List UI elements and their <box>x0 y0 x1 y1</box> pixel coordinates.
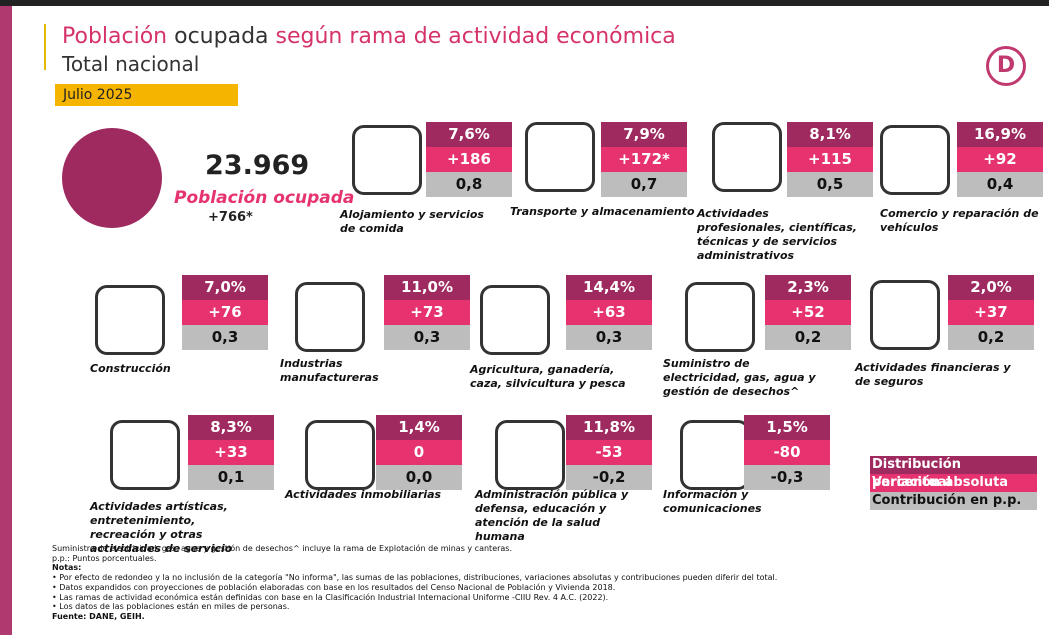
legend-item: Variación absoluta <box>870 474 1037 492</box>
sector-icon <box>305 420 375 490</box>
sector-name: Industrias manufactureras <box>280 357 440 385</box>
note-line: p.p.: Puntos porcentuales. <box>52 554 777 564</box>
sector-icon <box>352 125 422 195</box>
sector-contribution: 0,7 <box>601 172 687 197</box>
note-line: • Las ramas de actividad económica están… <box>52 593 777 603</box>
sector-icon <box>880 125 950 195</box>
title-part: Población <box>62 24 167 49</box>
sector-contribution: -0,2 <box>566 465 652 490</box>
sector-share: 7,6% <box>426 122 512 147</box>
sector-icon <box>295 282 365 352</box>
logo: D <box>986 46 1026 86</box>
sector-variation: +76 <box>182 300 268 325</box>
title: Población ocupada según rama de activida… <box>62 24 676 49</box>
sector-name: Actividades profesionales, científicas, … <box>697 207 857 263</box>
sector-name: Comercio y reparación de vehículos <box>880 207 1040 235</box>
sector-icon <box>110 420 180 490</box>
sector-contribution: 0,8 <box>426 172 512 197</box>
sector-share: 1,5% <box>744 415 830 440</box>
sector-variation: +73 <box>384 300 470 325</box>
period: Julio 2025 <box>55 84 238 106</box>
sector-contribution: 0,2 <box>765 325 851 350</box>
sector-variation: +37 <box>948 300 1034 325</box>
sector-contribution: 0,3 <box>384 325 470 350</box>
sector-share: 11,8% <box>566 415 652 440</box>
sector-name: Actividades financieras y de seguros <box>855 361 1015 389</box>
title-part: ocupada <box>174 24 268 49</box>
sector-variation: +172* <box>601 147 687 172</box>
sector-variation: +92 <box>957 147 1043 172</box>
sector-variation: +52 <box>765 300 851 325</box>
sector-icon <box>95 285 165 355</box>
sector-name: Actividades inmobiliarias <box>285 488 445 502</box>
sector-contribution: 0,3 <box>566 325 652 350</box>
sector-name: Suministro de electricidad, gas, agua y … <box>663 357 823 399</box>
total-icon <box>62 128 162 228</box>
sector-variation: +63 <box>566 300 652 325</box>
sector-variation: +33 <box>188 440 274 465</box>
legend-item: Distribución porcentual <box>870 456 1037 474</box>
sector-icon <box>480 285 550 355</box>
sector-name: Construcción <box>90 362 250 376</box>
subtitle: Total nacional <box>62 52 199 76</box>
legend-item: Contribución en p.p. <box>870 492 1037 510</box>
sector-contribution: 0,4 <box>957 172 1043 197</box>
sector-contribution: -0,3 <box>744 465 830 490</box>
sector-icon <box>680 420 750 490</box>
sector-share: 8,3% <box>188 415 274 440</box>
sector-name: Agricultura, ganadería, caza, silvicultu… <box>470 363 630 391</box>
note-line: • Por efecto de redondeo y la no inclusi… <box>52 573 777 583</box>
sector-share: 7,9% <box>601 122 687 147</box>
sector-variation: +115 <box>787 147 873 172</box>
notes: Suministro de electricidad, gas, agua y … <box>52 544 777 622</box>
sector-share: 2,3% <box>765 275 851 300</box>
sector-name: Transporte y almacenamiento <box>510 205 700 219</box>
sector-share: 2,0% <box>948 275 1034 300</box>
sector-name: Información y comunicaciones <box>663 488 823 516</box>
sector-icon <box>525 122 595 192</box>
title-part: según rama de actividad económica <box>276 24 676 49</box>
sector-icon <box>870 280 940 350</box>
sector-name: Alojamiento y servicios de comida <box>340 208 500 236</box>
note-line: Notas: <box>52 563 777 573</box>
note-line: • Los datos de las poblaciones están en … <box>52 602 777 612</box>
sector-share: 1,4% <box>376 415 462 440</box>
sector-icon <box>495 420 565 490</box>
sector-name: Administración pública y defensa, educac… <box>475 488 635 544</box>
sector-icon <box>685 282 755 352</box>
title-rule <box>44 24 46 70</box>
total-label: Población ocupada <box>174 188 354 208</box>
sector-share: 16,9% <box>957 122 1043 147</box>
sector-contribution: 0,1 <box>188 465 274 490</box>
total-variation: +766* <box>208 210 253 225</box>
total-value: 23.969 <box>205 150 309 181</box>
sector-variation: +186 <box>426 147 512 172</box>
sector-contribution: 0,3 <box>182 325 268 350</box>
sector-contribution: 0,2 <box>948 325 1034 350</box>
note-line: Suministro de electricidad, gas, agua y … <box>52 544 777 554</box>
sector-icon <box>712 122 782 192</box>
note-line: Fuente: DANE, GEIH. <box>52 612 777 622</box>
sector-contribution: 0,5 <box>787 172 873 197</box>
sector-variation: -80 <box>744 440 830 465</box>
sector-variation: 0 <box>376 440 462 465</box>
page: Población ocupada según rama de activida… <box>0 0 1049 635</box>
sector-variation: -53 <box>566 440 652 465</box>
sector-contribution: 0,0 <box>376 465 462 490</box>
top-bar <box>0 0 1049 6</box>
note-line: • Datos expandidos con proyecciones de p… <box>52 583 777 593</box>
sector-share: 14,4% <box>566 275 652 300</box>
legend: Distribución porcentualVariación absolut… <box>870 456 1037 510</box>
sector-share: 11,0% <box>384 275 470 300</box>
side-bar <box>0 6 12 635</box>
sector-share: 7,0% <box>182 275 268 300</box>
sector-share: 8,1% <box>787 122 873 147</box>
